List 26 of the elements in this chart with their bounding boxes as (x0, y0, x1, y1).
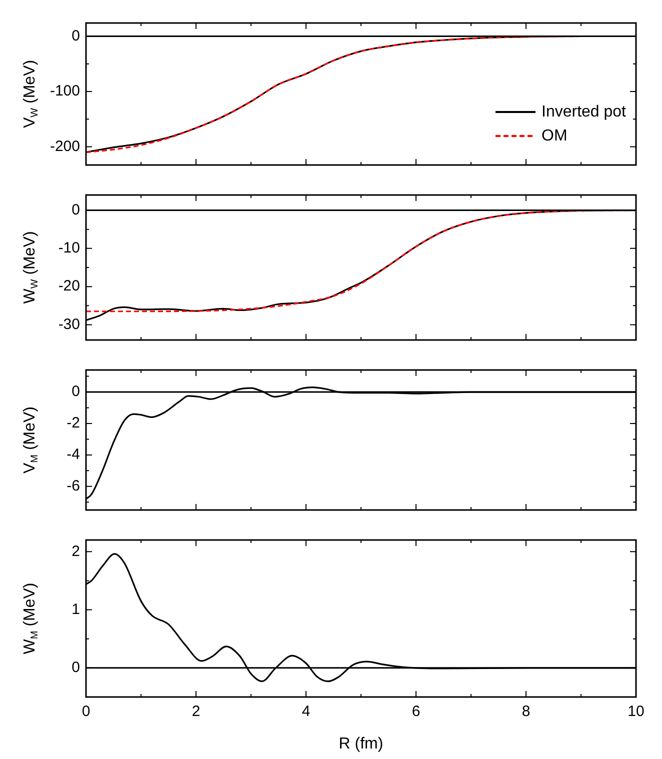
y-tick-label: -10 (58, 240, 80, 257)
y-tick-label: 1 (72, 600, 80, 618)
legend-label: OM (542, 127, 568, 144)
y-axis-title: WM (MeV) (21, 582, 41, 654)
y-tick-label: -2 (66, 414, 80, 432)
y-tick-label: 0 (72, 659, 80, 676)
y-tick-label: -100 (50, 82, 80, 100)
legend-label: Inverted pot (542, 103, 627, 120)
y-tick-label: -20 (58, 278, 80, 295)
y-tick-label: 2 (72, 542, 80, 560)
y-axis-title: VW (MeV) (21, 60, 41, 128)
x-tick-label: 6 (412, 703, 420, 720)
y-tick-label: -4 (66, 446, 80, 464)
y-tick-label: -6 (66, 478, 80, 495)
x-axis-title: R (fm) (338, 735, 384, 752)
x-tick-label: 8 (522, 703, 530, 720)
y-tick-label: -30 (58, 316, 80, 333)
y-axis-title: VM (MeV) (21, 406, 41, 474)
y-tick-label: 0 (72, 383, 80, 400)
x-tick-label: 10 (628, 703, 644, 720)
y-axis-title: WW (MeV) (21, 231, 41, 304)
x-tick-label: 4 (302, 703, 310, 720)
x-tick-label: 2 (192, 703, 200, 720)
y-tick-label: 0 (72, 201, 80, 218)
y-tick-label: -200 (50, 138, 80, 155)
y-tick-label: 0 (72, 27, 80, 44)
